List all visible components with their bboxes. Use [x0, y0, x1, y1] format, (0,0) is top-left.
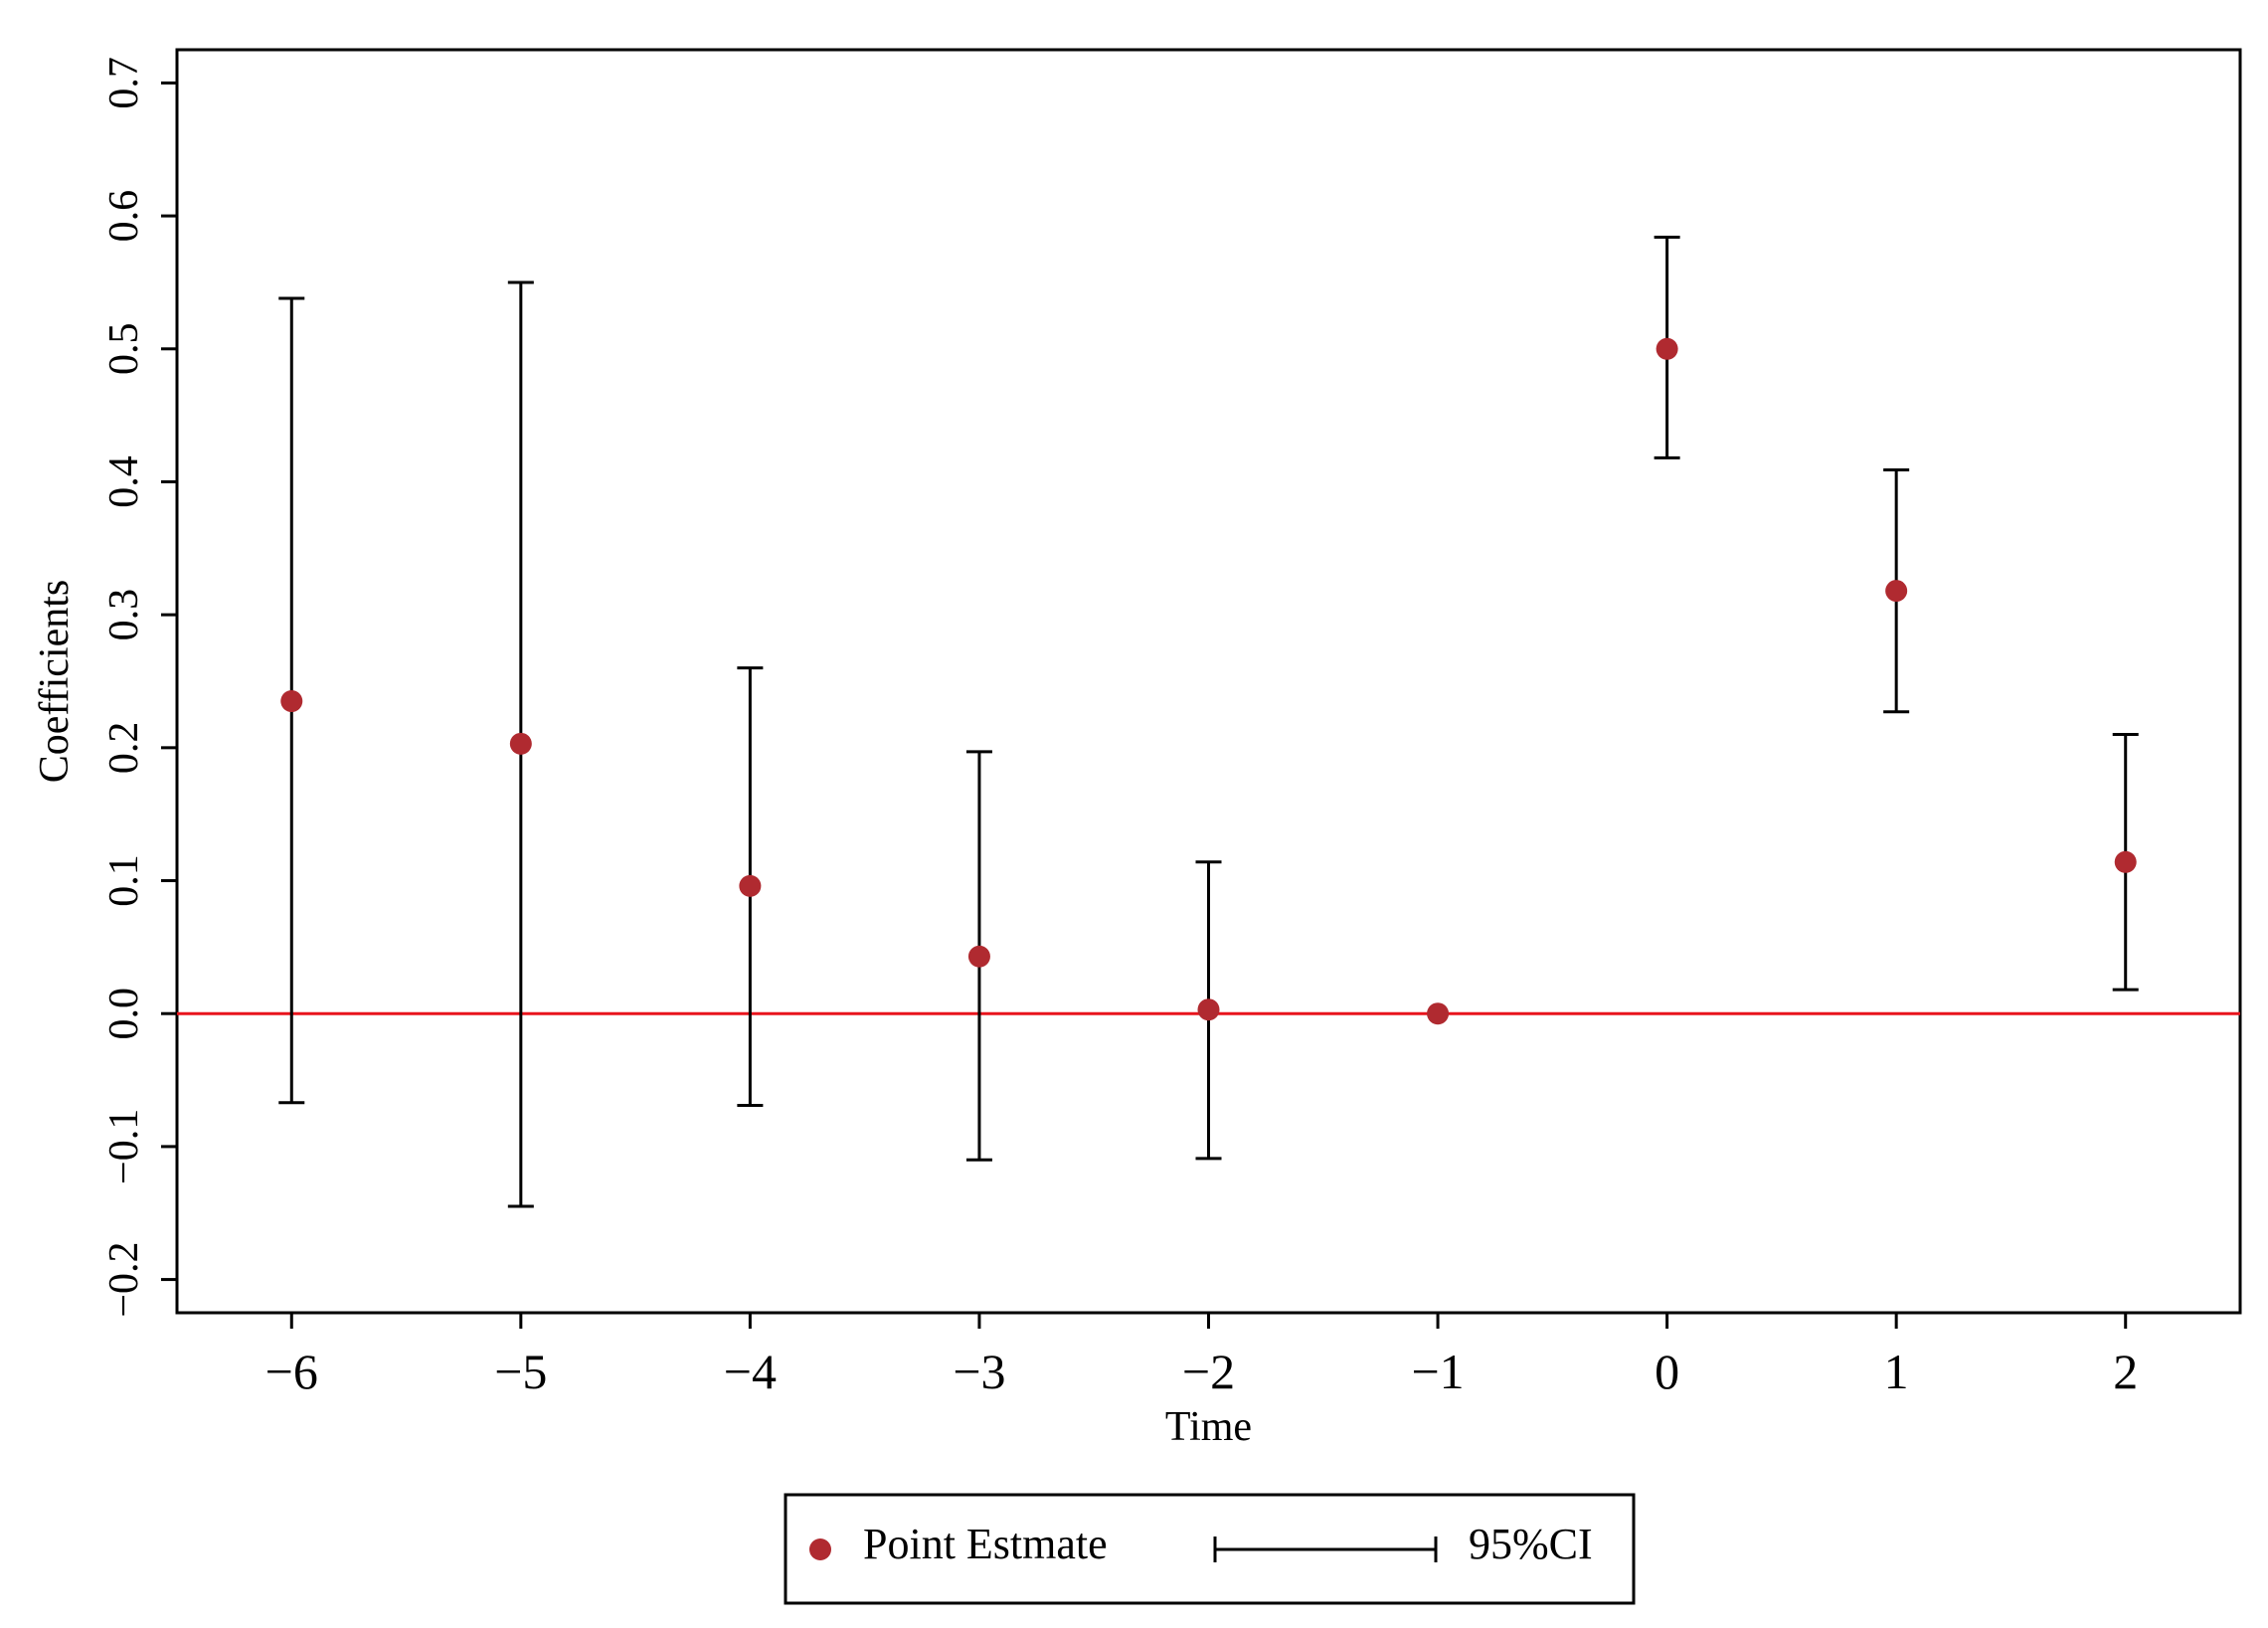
- x-tick-label: 2: [2113, 1344, 2138, 1399]
- plot-area: [175, 48, 2242, 1315]
- point-estimate: [1656, 337, 1678, 360]
- point-estimates: [280, 337, 2137, 1025]
- legend: Point Estmate 95%CI: [784, 1493, 1636, 1605]
- x-axis-label: Time: [1165, 1404, 1252, 1450]
- point-estimate: [1885, 580, 1908, 603]
- point-estimate: [2114, 850, 2137, 873]
- x-tick-label: −2: [1182, 1344, 1235, 1399]
- point-estimate: [280, 690, 303, 713]
- x-tick-label: −5: [494, 1344, 547, 1399]
- legend-ci-marker: [1213, 1537, 1438, 1562]
- y-tick-label: 0.3: [101, 589, 147, 641]
- y-tick-label: 0.4: [101, 455, 147, 508]
- y-tick-label: 0.5: [101, 323, 147, 376]
- x-axis-ticks: −6 −5 −4 −3 −2 −1 0 1 2: [265, 1313, 2138, 1399]
- x-tick-label: −4: [724, 1344, 777, 1399]
- x-tick-label: −3: [953, 1344, 1005, 1399]
- legend-box: [784, 1493, 1636, 1605]
- y-tick-label: 0.0: [101, 988, 147, 1039]
- legend-label-ci: 95%CI: [1469, 1520, 1593, 1568]
- point-estimate: [967, 945, 990, 968]
- point-estimate: [739, 874, 762, 897]
- legend-label-point-estimate: Point Estmate: [863, 1520, 1108, 1568]
- y-axis-label: Coefficients: [32, 580, 78, 784]
- x-tick-label: 0: [1655, 1344, 1679, 1399]
- point-estimate: [509, 732, 532, 755]
- y-tick-label: 0.7: [101, 57, 147, 109]
- errorbars: [278, 235, 2139, 1208]
- y-tick-label: −0.1: [101, 1109, 147, 1184]
- y-tick-label: 0.6: [101, 190, 147, 243]
- y-axis-ticks: −0.2 −0.1 0.0 0.1 0.2 0.3 0.4 0.5 0.6 0.7: [101, 57, 177, 1318]
- y-tick-label: −0.2: [101, 1241, 147, 1317]
- x-tick-label: 1: [1884, 1344, 1909, 1399]
- y-tick-label: 0.1: [101, 854, 147, 907]
- point-estimate: [1427, 1002, 1450, 1025]
- x-tick-label: −1: [1411, 1344, 1464, 1399]
- point-estimate: [1197, 998, 1220, 1021]
- legend-point-marker: [809, 1538, 831, 1560]
- y-tick-label: 0.2: [101, 722, 147, 775]
- x-tick-label: −6: [265, 1344, 318, 1399]
